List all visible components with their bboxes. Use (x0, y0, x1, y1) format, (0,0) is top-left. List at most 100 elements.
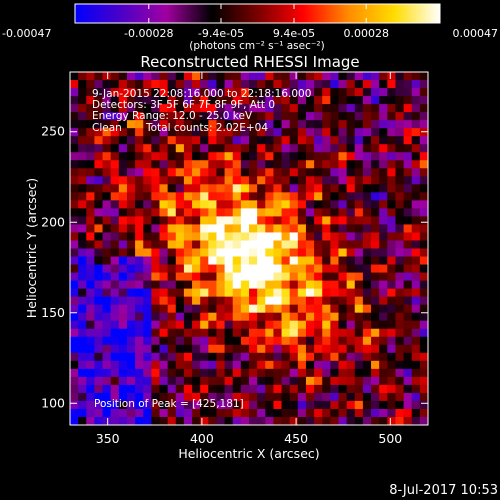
heatmap-cell (322, 144, 331, 153)
heatmap-cell (257, 296, 266, 306)
heatmap-cell (354, 392, 364, 402)
heatmap-cell (249, 104, 258, 113)
heatmap-cell (257, 208, 266, 218)
heatmap-cell (346, 120, 356, 129)
heatmap-cell (167, 312, 177, 322)
heatmap-cell (94, 144, 104, 153)
heatmap-cell (224, 208, 234, 218)
heatmap-cell (338, 288, 348, 298)
heatmap-cell (200, 224, 209, 234)
heatmap-cell (126, 288, 136, 298)
heatmap-cell (183, 192, 193, 201)
heatmap-cell (126, 376, 136, 386)
heatmap-cell (346, 312, 356, 322)
heatmap-cell (110, 368, 120, 378)
heatmap-cell (273, 256, 283, 266)
heatmap-cell (240, 344, 250, 354)
heatmap-cell (102, 80, 112, 89)
heatmap-cell (70, 368, 79, 378)
heatmap-cell (305, 88, 315, 97)
heatmap-cell (411, 112, 421, 121)
heatmap-cell (403, 232, 413, 242)
heatmap-cell (257, 408, 266, 418)
heatmap-cell (216, 184, 226, 193)
heatmap-cell (289, 320, 299, 330)
heatmap-cell (78, 88, 87, 97)
heatmap-cell (102, 336, 112, 346)
heatmap-cell (118, 360, 128, 370)
heatmap-cell (86, 408, 96, 418)
heatmap-cell (362, 408, 372, 418)
heatmap-cell (224, 376, 234, 386)
heatmap-cell (224, 104, 234, 113)
heatmap-cell (78, 264, 87, 274)
heatmap-cell (379, 224, 388, 234)
heatmap-cell (265, 344, 275, 354)
heatmap-cell (159, 400, 169, 410)
heatmap-cell (159, 112, 169, 121)
heatmap-cell (403, 176, 413, 185)
heatmap-cell (118, 368, 128, 378)
heatmap-cell (411, 416, 421, 425)
heatmap-cell (183, 160, 193, 169)
heatmap-cell (322, 336, 331, 346)
heatmap-cell (281, 80, 291, 89)
heatmap-cell (330, 336, 340, 346)
heatmap-cell (362, 240, 372, 250)
heatmap-cell (379, 80, 388, 89)
heatmap-cell (232, 408, 242, 418)
heatmap-cell (354, 128, 364, 137)
heatmap-cell (126, 104, 136, 113)
heatmap-cell (216, 264, 226, 274)
heatmap-cell (314, 272, 323, 282)
heatmap-cell (118, 232, 128, 242)
heatmap-cell (330, 328, 340, 338)
heatmap-cell (110, 280, 120, 290)
heatmap-cell (143, 120, 152, 129)
heatmap-cell (354, 72, 364, 81)
heatmap-cell (224, 152, 234, 161)
heatmap-cell (118, 248, 128, 258)
heatmap-cell (371, 392, 380, 402)
heatmap-cell (240, 240, 250, 250)
heatmap-cell (289, 392, 299, 402)
heatmap-cell (232, 280, 242, 290)
heatmap-cell (273, 376, 283, 386)
heatmap-cell (273, 328, 283, 338)
heatmap-cell (338, 400, 348, 410)
heatmap-cell (411, 296, 421, 306)
heatmap-cell (224, 88, 234, 97)
heatmap-cell (102, 112, 112, 121)
heatmap-cell (281, 392, 291, 402)
heatmap-cell (143, 408, 152, 418)
heatmap-cell (126, 176, 136, 185)
heatmap-cell (167, 352, 177, 362)
heatmap-cell (70, 288, 79, 298)
heatmap-cell (175, 88, 185, 97)
heatmap-cell (192, 280, 201, 290)
heatmap-cell (338, 224, 348, 234)
heatmap-cell (175, 392, 185, 402)
heatmap-cell (395, 400, 405, 410)
heatmap-cell (159, 240, 169, 250)
heatmap-cell (330, 360, 340, 370)
heatmap-cell (224, 224, 234, 234)
heatmap-cell (338, 256, 348, 266)
heatmap-cell (419, 280, 428, 290)
heatmap-cell (314, 176, 323, 185)
heatmap-cell (126, 360, 136, 370)
heatmap-cell (94, 288, 104, 298)
heatmap-cell (151, 240, 161, 250)
heatmap-cell (371, 360, 380, 370)
heatmap-cell (94, 320, 104, 330)
heatmap-cell (354, 256, 364, 266)
heatmap-cell (395, 240, 405, 250)
heatmap-cell (322, 112, 331, 121)
heatmap-cell (94, 88, 104, 97)
heatmap-cell (379, 184, 388, 193)
heatmap-cell (419, 72, 428, 81)
heatmap-cell (411, 216, 421, 226)
heatmap-cell (379, 216, 388, 226)
heatmap-cell (338, 248, 348, 258)
heatmap-cell (159, 104, 169, 113)
